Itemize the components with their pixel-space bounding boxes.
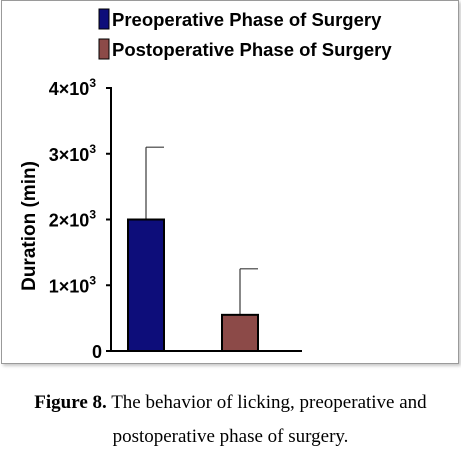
y-tick-label-4: 4×103 [49,76,97,99]
y-tick-label-0: 0 [92,342,102,362]
legend: Preoperative Phase of Surgery Postoperati… [98,8,392,60]
y-tick-label-1: 1×103 [49,273,97,296]
legend-label-0: Preoperative Phase of Surgery [112,9,382,30]
caption-text: The behavior of licking, preoperative an… [106,392,427,447]
bar-1 [221,313,259,352]
bars [127,146,259,352]
legend-swatch-1 [98,38,110,60]
y-axis-title: Duration (min) [19,161,40,291]
y-tick-label-2: 2×103 [49,208,97,231]
legend-swatch-0 [98,8,110,30]
bar-0 [127,218,165,352]
figure-caption: Figure 8. The behavior of licking, preop… [0,386,461,454]
figure-frame: Preoperative Phase of Surgery Postoperati… [1,0,459,364]
bar-chart: Preoperative Phase of Surgery Postoperati… [19,8,392,362]
y-tick-label-3: 3×103 [49,142,97,165]
y-axis: 0 1×103 2×103 3×103 4×103 [49,76,302,362]
caption-label: Figure 8. [34,392,107,413]
legend-label-1: Postoperative Phase of Surgery [112,39,392,60]
